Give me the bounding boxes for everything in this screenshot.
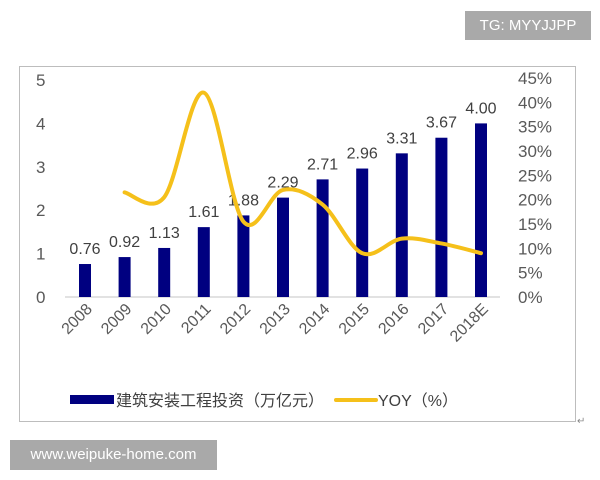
right-tick-label: 45% — [518, 69, 552, 88]
bar-value-label: 4.00 — [465, 100, 496, 117]
bar-value-label: 2.96 — [347, 146, 378, 163]
right-tick-label: 35% — [518, 118, 552, 137]
yoy-line-series — [122, 90, 483, 257]
bar — [197, 227, 210, 297]
x-tick-label: 2012 — [217, 301, 254, 338]
x-tick-label: 2009 — [98, 301, 135, 338]
x-axis-labels: 2008 2009 2010 2011 2012 2013 2014 2015 2016 2017… — [59, 301, 492, 346]
right-tick-label: 5% — [518, 264, 543, 283]
legend-bar-label: 建筑安装工程投资（万亿元） — [116, 392, 324, 410]
watermark-bottom-left: www.weipuke-home.com — [10, 440, 217, 470]
x-tick-label: 2014 — [296, 301, 333, 338]
x-tick-label: 2016 — [375, 301, 412, 338]
right-tick-label: 0% — [518, 288, 543, 307]
bar — [158, 247, 171, 297]
bar-value-label: 0.76 — [69, 241, 100, 258]
right-tick-label: 25% — [518, 166, 552, 185]
right-tick-label: 10% — [518, 239, 552, 258]
bar-value-label: 1.61 — [188, 204, 219, 221]
bar — [79, 264, 91, 297]
watermark-top-right: TG: MYYJJPP — [465, 11, 591, 40]
bar — [237, 215, 250, 297]
x-tick-label: 2011 — [178, 301, 214, 337]
x-tick-label: 2013 — [257, 301, 294, 338]
right-tick-label: 15% — [518, 215, 552, 234]
x-tick-label: 2018E — [447, 301, 492, 346]
legend-bar-swatch — [70, 395, 114, 404]
bar-data-labels: 0.76 0.921.131.611.882.292.712.963.313.67… — [69, 100, 496, 258]
left-tick-label: 1 — [36, 245, 45, 264]
bar — [316, 179, 329, 297]
legend: 建筑安装工程投资（万亿元） YOY（%） — [70, 392, 458, 410]
bar — [395, 153, 408, 297]
bar — [356, 168, 369, 297]
bar — [277, 197, 289, 297]
paragraph-mark: ↵ — [577, 416, 586, 427]
left-tick-label: 0 — [36, 288, 45, 307]
left-tick-label: 2 — [36, 201, 45, 220]
chart-frame — [19, 66, 576, 422]
bar-value-label: 2.71 — [307, 156, 338, 173]
bar-value-label: 3.31 — [386, 130, 417, 147]
bar-value-label: 3.67 — [426, 115, 457, 132]
bar-value-label: 2.29 — [267, 175, 298, 192]
bar-series — [79, 123, 487, 298]
x-tick-label: 2015 — [336, 301, 373, 338]
left-tick-label: 4 — [36, 114, 45, 133]
bar — [475, 123, 487, 298]
right-tick-label: 30% — [518, 142, 552, 161]
legend-line-label: YOY（%） — [378, 392, 458, 410]
bar — [118, 257, 131, 297]
left-axis-ticks: 0 1 2 3 4 5 — [36, 71, 45, 307]
left-tick-label: 5 — [36, 71, 45, 90]
right-axis-ticks: 0% 5% 10% 15% 20% 25% 30% 35% 40% 45% — [518, 69, 552, 307]
left-tick-label: 3 — [36, 158, 45, 177]
bar — [435, 137, 448, 297]
bar-value-label: 1.13 — [149, 225, 180, 242]
bar-value-label: 0.92 — [109, 234, 140, 251]
x-tick-label: 2017 — [415, 301, 452, 338]
right-tick-label: 40% — [518, 93, 552, 112]
right-tick-label: 20% — [518, 191, 552, 210]
x-tick-label: 2008 — [59, 301, 96, 338]
x-tick-label: 2010 — [138, 301, 175, 338]
